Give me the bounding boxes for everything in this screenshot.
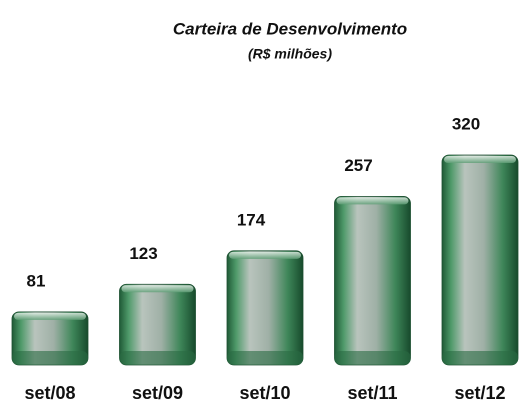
bar <box>441 154 519 366</box>
value-label: 320 <box>452 114 480 133</box>
bar-base <box>119 351 196 365</box>
bar-cap <box>336 197 409 205</box>
bar-cap <box>121 285 194 293</box>
bar-base <box>12 351 88 365</box>
value-label: 174 <box>237 210 266 229</box>
bar <box>334 195 411 366</box>
bar-cap <box>444 156 516 163</box>
value-label: 81 <box>27 271 46 290</box>
x-tick-label: set/09 <box>132 383 183 403</box>
bar-cap <box>14 312 86 320</box>
chart-title: Carteira de Desenvolvimento <box>173 19 407 38</box>
chart-subtitle: (R$ milhões) <box>248 46 332 62</box>
bar-base <box>334 351 411 365</box>
x-tick-label: set/08 <box>24 383 75 403</box>
x-tick-label: set/12 <box>454 383 505 403</box>
bar-base <box>442 351 518 365</box>
bar-cap <box>229 251 301 259</box>
bar <box>226 250 304 366</box>
x-tick-label: set/11 <box>347 383 397 403</box>
x-tick-label: set/10 <box>239 383 290 403</box>
value-label: 257 <box>344 156 372 175</box>
value-label: 123 <box>129 244 157 263</box>
bar-base <box>227 351 303 365</box>
